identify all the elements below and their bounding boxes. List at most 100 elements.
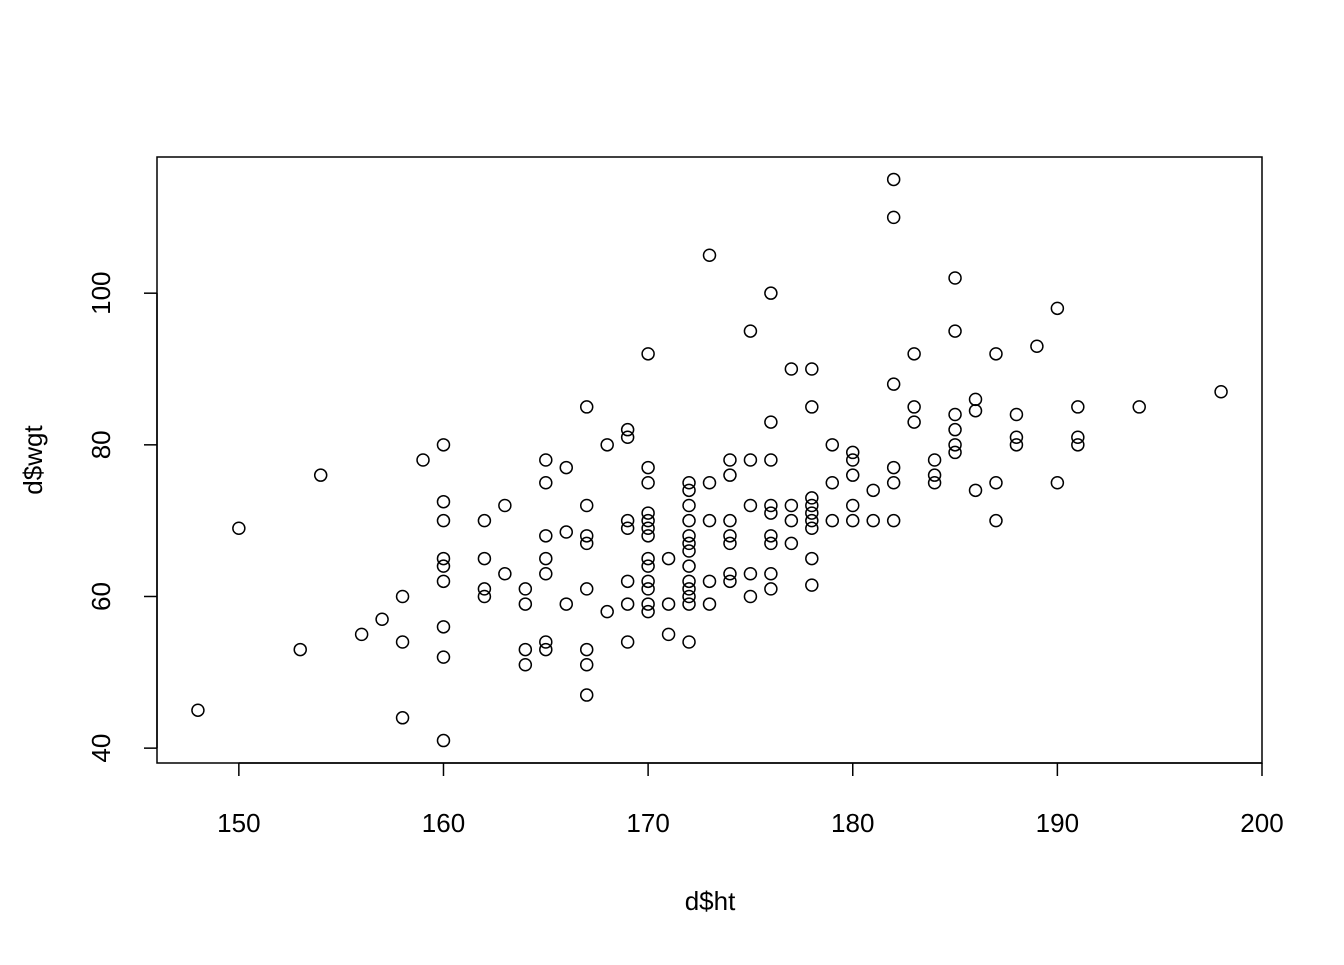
point xyxy=(1071,430,1085,445)
point xyxy=(600,438,614,452)
point xyxy=(989,475,1003,490)
point xyxy=(620,422,635,437)
point xyxy=(436,650,451,664)
point xyxy=(702,475,717,490)
x-tick-label: 150 xyxy=(217,808,260,838)
point xyxy=(682,544,696,558)
point xyxy=(682,529,696,543)
point xyxy=(723,536,737,551)
point xyxy=(682,513,696,528)
point xyxy=(723,566,737,581)
point xyxy=(948,422,962,437)
point xyxy=(764,529,778,543)
point xyxy=(518,597,533,611)
point xyxy=(539,566,553,581)
point xyxy=(191,703,205,717)
y-axis-label: d$wgt xyxy=(18,425,48,495)
point xyxy=(805,513,819,528)
point xyxy=(702,574,717,589)
point xyxy=(968,392,983,407)
plot-box xyxy=(156,156,1263,764)
point xyxy=(559,597,574,611)
point xyxy=(620,513,635,528)
point xyxy=(743,453,758,467)
point xyxy=(764,286,778,300)
point xyxy=(477,551,492,566)
point xyxy=(682,597,696,611)
point xyxy=(743,498,758,513)
point xyxy=(682,536,696,551)
point xyxy=(1009,430,1024,445)
point xyxy=(907,347,921,361)
point xyxy=(702,513,717,528)
point xyxy=(477,513,492,528)
point xyxy=(579,498,594,513)
point xyxy=(845,498,860,513)
point xyxy=(559,525,574,539)
point xyxy=(743,566,758,581)
point xyxy=(968,403,983,418)
point xyxy=(641,551,655,566)
point xyxy=(825,475,840,490)
point xyxy=(886,513,901,528)
point xyxy=(845,453,860,467)
point xyxy=(682,574,696,589)
point xyxy=(661,627,676,642)
point xyxy=(436,494,451,509)
point xyxy=(784,536,799,551)
point xyxy=(989,513,1003,528)
point xyxy=(641,574,655,589)
point xyxy=(805,400,819,414)
point xyxy=(620,635,635,649)
point xyxy=(682,635,696,649)
point xyxy=(579,400,594,414)
point xyxy=(1030,339,1044,354)
point xyxy=(764,453,778,467)
point xyxy=(723,453,737,467)
point xyxy=(723,468,737,482)
point xyxy=(620,430,635,445)
point xyxy=(764,536,778,551)
point xyxy=(825,438,840,452)
point xyxy=(682,475,696,490)
point xyxy=(927,475,942,490)
x-axis-label: d$ht xyxy=(685,886,736,916)
point xyxy=(907,400,921,414)
y-tick-label: 80 xyxy=(86,430,116,459)
point xyxy=(927,468,942,482)
point xyxy=(702,248,717,263)
point xyxy=(948,445,962,460)
point xyxy=(682,589,696,604)
point xyxy=(825,513,840,528)
point xyxy=(845,468,860,482)
point xyxy=(641,513,655,528)
point xyxy=(886,172,901,187)
x-tick-label: 180 xyxy=(831,808,874,838)
point xyxy=(723,574,737,589)
point xyxy=(805,506,819,520)
point xyxy=(395,589,410,604)
point xyxy=(764,566,778,581)
point xyxy=(805,551,819,566)
point xyxy=(641,582,655,596)
point xyxy=(395,635,410,649)
point xyxy=(539,642,553,657)
point xyxy=(682,582,696,596)
point xyxy=(886,460,901,475)
point xyxy=(702,597,717,611)
point xyxy=(784,513,799,528)
y-tick-label: 100 xyxy=(86,271,116,314)
point xyxy=(436,559,451,573)
point xyxy=(436,551,451,566)
point xyxy=(968,483,983,498)
point xyxy=(579,657,594,672)
point xyxy=(723,529,737,543)
point xyxy=(436,513,451,528)
x-tick-label: 170 xyxy=(626,808,669,838)
point xyxy=(641,347,655,361)
point xyxy=(784,362,799,376)
point xyxy=(539,475,553,490)
point xyxy=(641,475,655,490)
point xyxy=(682,483,696,498)
